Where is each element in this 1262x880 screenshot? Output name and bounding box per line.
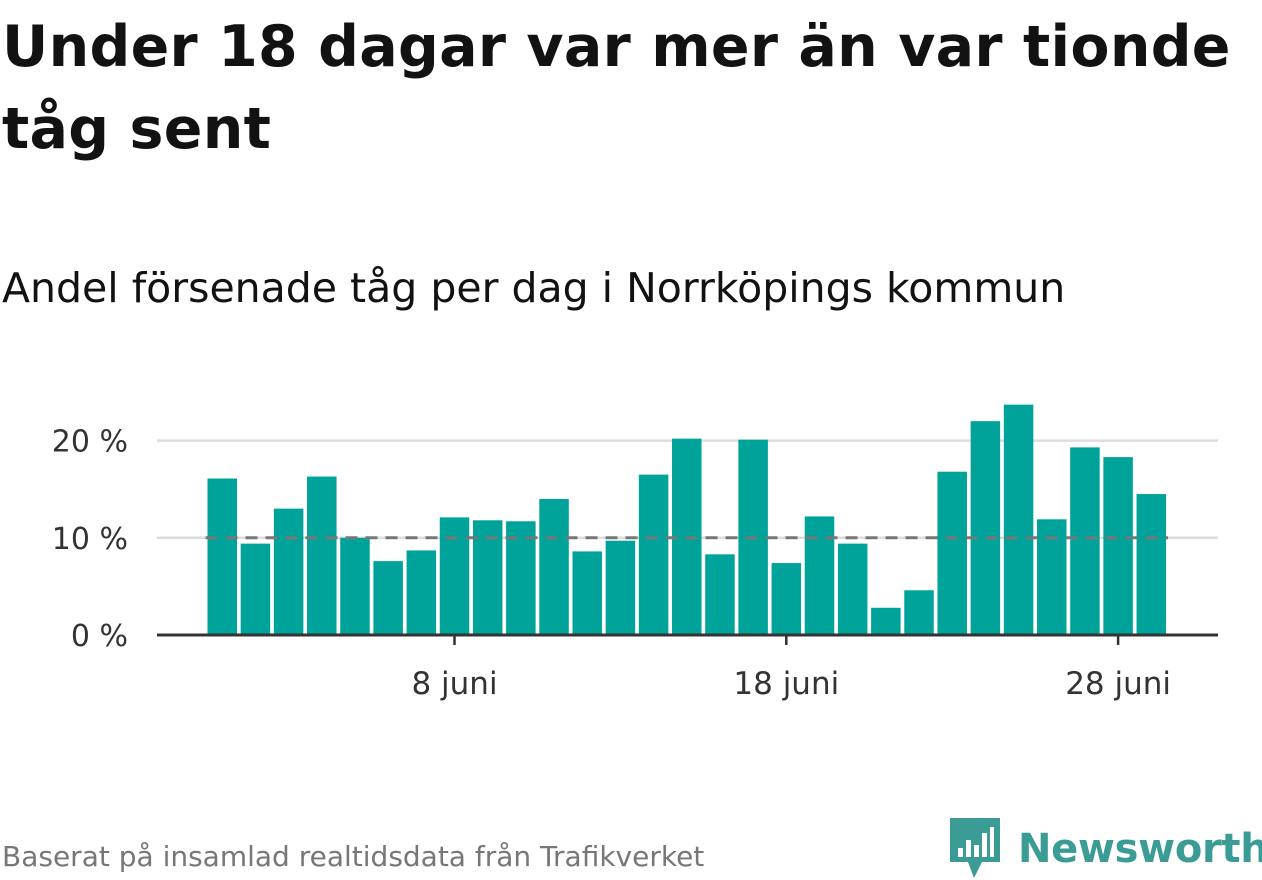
chart-title: Under 18 dagar var mer än var tionde tåg… <box>2 14 1231 162</box>
bar[interactable] <box>373 561 403 635</box>
y-tick-label: 20 % <box>52 425 128 460</box>
bar[interactable] <box>406 550 437 635</box>
x-tick-label: 28 juni <box>1065 666 1171 702</box>
bar[interactable] <box>273 508 304 635</box>
bar[interactable] <box>1136 494 1167 635</box>
bar[interactable] <box>804 516 835 635</box>
bar[interactable] <box>937 471 967 635</box>
bar[interactable] <box>439 517 470 635</box>
bar[interactable] <box>207 478 238 635</box>
newsworthy-logo[interactable]: Newsworthy <box>950 818 1262 880</box>
bar[interactable] <box>240 543 271 635</box>
bar[interactable] <box>539 498 569 635</box>
source-note: Baserat på insamlad realtidsdata från Tr… <box>2 840 705 873</box>
bar[interactable] <box>1103 457 1133 635</box>
brand-name: Newsworthy <box>1018 826 1262 872</box>
bar[interactable] <box>1070 447 1100 635</box>
bar[interactable] <box>472 520 503 635</box>
bar[interactable] <box>572 551 602 635</box>
bar[interactable] <box>605 540 636 635</box>
bars <box>207 404 1167 635</box>
bar[interactable] <box>307 476 337 635</box>
bar[interactable] <box>340 537 370 635</box>
y-tick-label: 0 % <box>71 619 128 654</box>
x-tick-label: 8 juni <box>411 666 497 702</box>
bar[interactable] <box>970 421 1001 635</box>
bar[interactable] <box>705 554 735 635</box>
axes: 0 % 10 % 20 % 8 juni 18 juni 28 juni <box>52 425 1218 702</box>
bar[interactable] <box>904 590 934 635</box>
bar[interactable] <box>837 543 868 635</box>
chart-subtitle: Andel försenade tåg per dag i Norrköping… <box>2 264 1066 312</box>
bar[interactable] <box>1003 404 1034 635</box>
bar[interactable] <box>506 521 536 635</box>
bar[interactable] <box>771 563 802 635</box>
newsworthy-logo-icon <box>950 818 1000 878</box>
x-tick-label: 18 juni <box>733 666 839 702</box>
bar[interactable] <box>871 607 901 635</box>
bar[interactable] <box>638 474 669 635</box>
y-tick-label: 10 % <box>52 522 128 557</box>
